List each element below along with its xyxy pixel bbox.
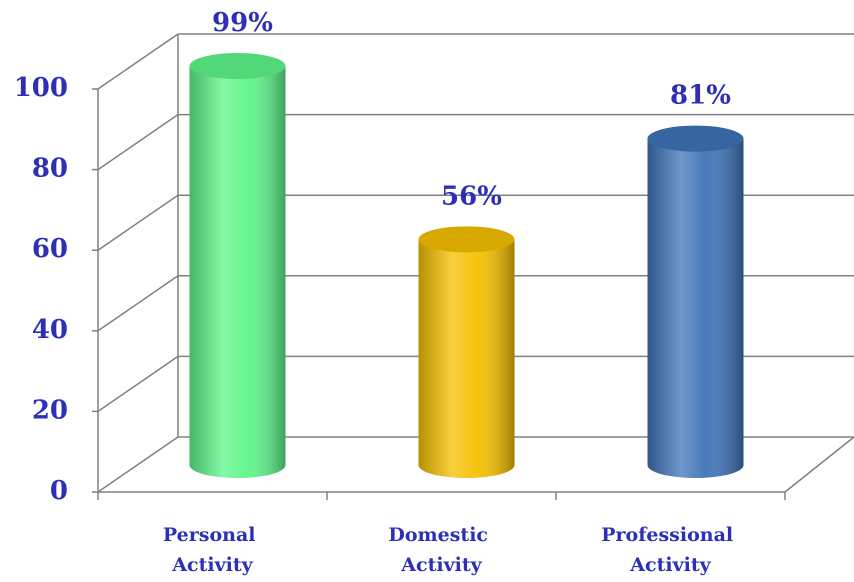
floor-right <box>784 436 854 493</box>
x-tick-label-line: Personal <box>163 524 262 546</box>
bar-shade <box>418 239 515 479</box>
x-tick-label-line: Activity <box>400 554 482 576</box>
x-tick-label-line: Domestic <box>388 524 494 546</box>
grid-line <box>97 355 179 413</box>
bar-shade <box>647 138 744 479</box>
x-tick-label: Personal Activity <box>163 524 262 576</box>
y-tick-label: 60 <box>32 234 68 264</box>
y-tick-label: 0 <box>50 476 68 506</box>
x-tick-label: Domestic Activity <box>388 524 494 576</box>
y-tick-label: 100 <box>14 73 68 103</box>
x-tick-label-line: Activity <box>629 554 711 576</box>
value-label: 56% <box>441 181 502 211</box>
x-tick-label-line: Activity <box>171 554 253 576</box>
value-label: 99% <box>212 8 273 38</box>
y-tick-label: 20 <box>32 395 68 425</box>
grid-line <box>97 436 179 493</box>
grid-line <box>97 275 179 332</box>
bar-top-shade <box>647 125 744 152</box>
bar-top-shade <box>189 53 286 80</box>
x-tick-label: Professional Activity <box>601 524 739 576</box>
y-tick-label: 80 <box>32 154 68 184</box>
grid-line <box>97 113 179 171</box>
y-tick-label: 40 <box>32 315 68 345</box>
bar-top-shade <box>418 226 515 253</box>
bar-top <box>189 53 286 80</box>
bar-top <box>647 125 744 152</box>
x-tick-label-line: Professional <box>601 524 739 546</box>
bar-top <box>418 226 515 253</box>
grid-line <box>97 194 179 251</box>
grid-line <box>97 33 179 90</box>
value-label: 81% <box>670 81 731 111</box>
bar-shade <box>189 66 286 479</box>
